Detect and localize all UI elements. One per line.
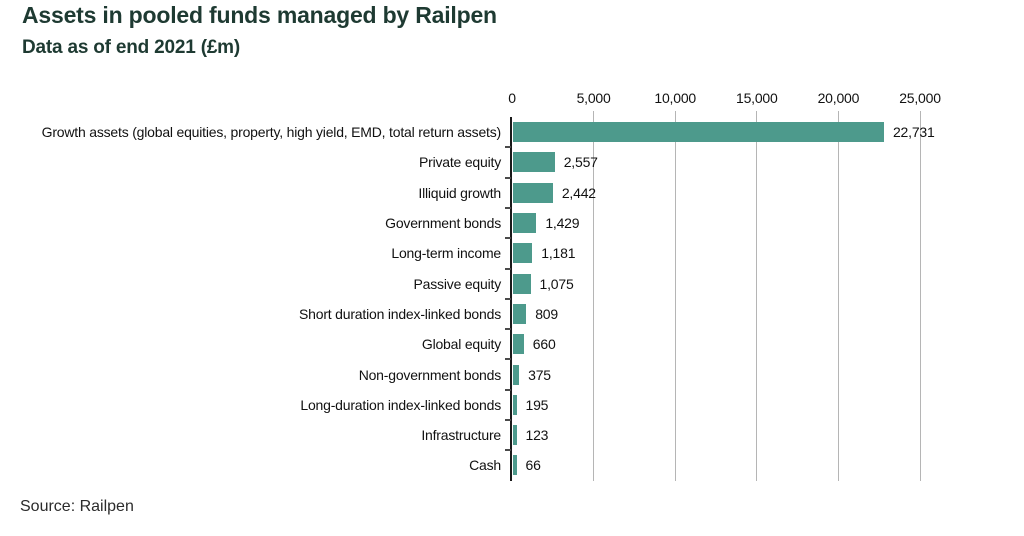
gridline-x-5000 bbox=[593, 111, 595, 481]
bar-7 bbox=[513, 303, 527, 324]
value-label: 375 bbox=[528, 366, 551, 383]
value-label: 660 bbox=[532, 336, 556, 353]
value-label: 809 bbox=[535, 305, 558, 322]
x-axis-tick-label: 10,000 bbox=[654, 90, 696, 106]
y-axis-tick bbox=[505, 297, 511, 300]
x-axis-tick-label: 25,000 bbox=[899, 90, 941, 106]
bar-3 bbox=[513, 182, 553, 203]
gridline-x-15000 bbox=[756, 111, 758, 481]
value-label: 66 bbox=[525, 457, 541, 474]
chart-subtitle: Data as of end 2021 (£m) bbox=[22, 37, 241, 58]
value-label: 195 bbox=[525, 396, 549, 413]
source-note: Source: Railpen bbox=[20, 498, 134, 515]
y-axis-tick bbox=[505, 449, 511, 452]
bar-2 bbox=[513, 152, 555, 173]
x-axis-tick-label: 5,000 bbox=[576, 90, 611, 106]
bar-row: Infrastructure 123 bbox=[0, 420, 1024, 450]
category-label: Illiquid growth bbox=[418, 184, 501, 201]
bar-row: Cash 66 bbox=[0, 450, 1024, 480]
gridline-x-10000 bbox=[674, 111, 676, 481]
gridline-x-20000 bbox=[837, 111, 839, 481]
y-axis-line bbox=[510, 117, 512, 481]
gridline-x-25000 bbox=[919, 111, 921, 481]
bar-1 bbox=[513, 122, 884, 143]
bar-5 bbox=[513, 243, 533, 264]
category-label: Short duration index-linked bonds bbox=[299, 305, 501, 322]
y-axis-tick bbox=[505, 206, 511, 209]
value-label: 123 bbox=[525, 427, 549, 444]
category-label: Long-term income bbox=[391, 245, 501, 262]
value-label: 1,075 bbox=[539, 275, 574, 292]
bar-row: Long-duration index-linked bonds 195 bbox=[0, 390, 1024, 420]
bar-row: Passive equity 1,075 bbox=[0, 269, 1024, 299]
bar-row: Illiquid growth 2,442 bbox=[0, 178, 1024, 208]
category-label: Cash bbox=[469, 457, 501, 474]
y-axis-tick bbox=[505, 176, 511, 179]
bar-6 bbox=[513, 273, 531, 294]
bar-9 bbox=[513, 364, 520, 385]
value-label: 22,731 bbox=[892, 124, 935, 141]
x-axis-tick-label: 0 bbox=[508, 90, 516, 106]
value-label: 1,429 bbox=[545, 215, 580, 232]
chart-title: Assets in pooled funds managed by Railpe… bbox=[22, 2, 497, 28]
category-label: Passive equity bbox=[413, 275, 502, 292]
bar-row: Long-term income 1,181 bbox=[0, 238, 1024, 268]
value-label: 2,442 bbox=[561, 184, 596, 201]
value-label: 2,557 bbox=[563, 154, 598, 171]
bar-row: Growth assets (global equities, property… bbox=[0, 117, 1024, 147]
category-label: Non-government bonds bbox=[358, 366, 502, 383]
category-label: Long-duration index-linked bonds bbox=[300, 396, 501, 413]
category-label: Private equity bbox=[418, 154, 501, 171]
value-label: 1,181 bbox=[541, 245, 576, 262]
x-axis-tick-label: 20,000 bbox=[817, 90, 860, 106]
y-axis-tick bbox=[505, 237, 511, 240]
y-axis-tick bbox=[505, 419, 511, 421]
bar-row: Short duration index-linked bonds 809 bbox=[0, 299, 1024, 329]
category-label: Government bonds bbox=[385, 215, 501, 232]
category-label: Global equity bbox=[421, 336, 501, 353]
y-axis-tick bbox=[505, 358, 511, 361]
bar-12 bbox=[513, 455, 517, 476]
category-label: Infrastructure bbox=[421, 427, 501, 444]
bar-row: Non-government bonds 375 bbox=[0, 359, 1024, 389]
category-label: Growth assets (global equities, property… bbox=[41, 124, 502, 141]
x-axis-tick-label: 15,000 bbox=[735, 90, 778, 106]
bar-8 bbox=[513, 334, 524, 355]
bar-row: Government bonds 1,429 bbox=[0, 208, 1024, 238]
y-axis-tick bbox=[505, 146, 511, 149]
bar-4 bbox=[513, 213, 537, 234]
y-axis-tick bbox=[505, 388, 511, 391]
bar-11 bbox=[513, 425, 517, 446]
bar-10 bbox=[513, 394, 517, 415]
y-axis-tick bbox=[505, 328, 511, 331]
bar-row: Global equity 660 bbox=[0, 329, 1024, 359]
bar-row: Private equity 2,557 bbox=[0, 147, 1024, 177]
y-axis-tick bbox=[505, 267, 511, 270]
